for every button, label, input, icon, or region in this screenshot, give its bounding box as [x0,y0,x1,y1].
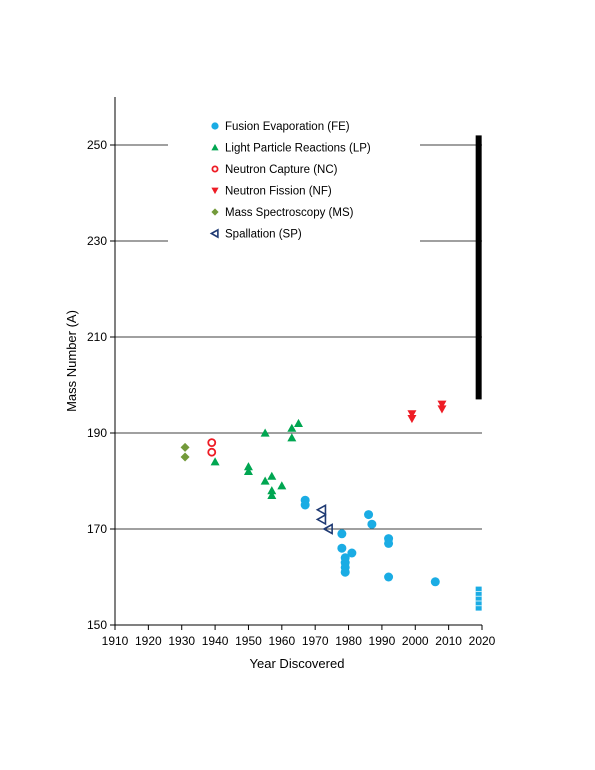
legend-label: Neutron Fission (NF) [225,186,332,198]
data-point [384,572,394,582]
data-points [180,400,447,587]
data-point [315,503,327,516]
data-point [277,481,287,490]
data-point [384,538,394,548]
legend-label: Light Particle Reactions (LP) [225,143,371,155]
legend-marker [211,208,219,216]
data-point [267,486,277,495]
data-point [260,428,270,437]
y-axis-title: Mass Number (A) [64,310,79,412]
data-point [267,490,277,499]
x-tick-label: 2020 [469,634,496,648]
data-point [243,462,253,471]
x-tick-label: 1930 [168,634,195,648]
data-point [367,519,377,529]
data-point [437,400,447,409]
data-point [287,423,297,432]
y-tick-label: 230 [87,234,107,248]
data-point [337,529,347,539]
data-point [430,577,440,587]
x-axis-title: Year Discovered [250,656,345,671]
legend-marker [211,122,219,130]
y-tick-label: 150 [87,618,107,632]
data-point [407,415,417,424]
data-point [340,567,350,577]
data-point [180,452,190,462]
data-point [210,457,220,466]
y-tick-label: 210 [87,330,107,344]
data-point [407,410,417,419]
legend-marker [209,228,219,239]
legend-background [168,114,420,244]
range-bar [475,586,482,611]
x-tick-label: 2010 [435,634,462,648]
data-point [315,513,327,526]
range-bars [475,135,482,611]
x-tick-label: 1910 [102,634,129,648]
x-tick-label: 1940 [202,634,229,648]
y-tick-label: 190 [87,426,107,440]
data-point [180,442,190,452]
data-point [347,548,357,558]
data-point [267,471,277,480]
x-tick-label: 2000 [402,634,429,648]
data-point [300,500,310,510]
data-point [207,438,217,448]
legend-label: Spallation (SP) [225,229,302,241]
range-bar [475,135,482,400]
data-point [337,543,347,553]
axes: 150 170 190 210 230 250 1910 1920 1930 1940 1950 19… [87,97,496,648]
data-point [243,466,253,475]
x-tick-label: 1990 [369,634,396,648]
x-tick-label: 1980 [335,634,362,648]
data-point [287,433,297,442]
data-point [260,476,270,485]
x-tick-label: 1970 [302,634,329,648]
legend-marker [211,143,219,151]
legend-marker [211,187,219,195]
legend-label: Fusion Evaporation (FE) [225,121,350,133]
data-point [207,447,217,457]
y-tick-label: 170 [87,522,107,536]
x-tick-label: 1950 [235,634,262,648]
x-tick-label: 1920 [135,634,162,648]
legend-label: Neutron Capture (NC) [225,164,338,176]
legend-marker [211,165,219,173]
x-tick-label: 1960 [268,634,295,648]
legend: Fusion Evaporation (FE) Light Particle Re… [168,114,420,244]
y-tick-label: 250 [87,138,107,152]
legend-label: Mass Spectroscopy (MS) [225,207,354,219]
data-point [322,523,333,535]
data-point [437,405,447,414]
data-point [294,418,303,427]
data-point [364,510,374,520]
